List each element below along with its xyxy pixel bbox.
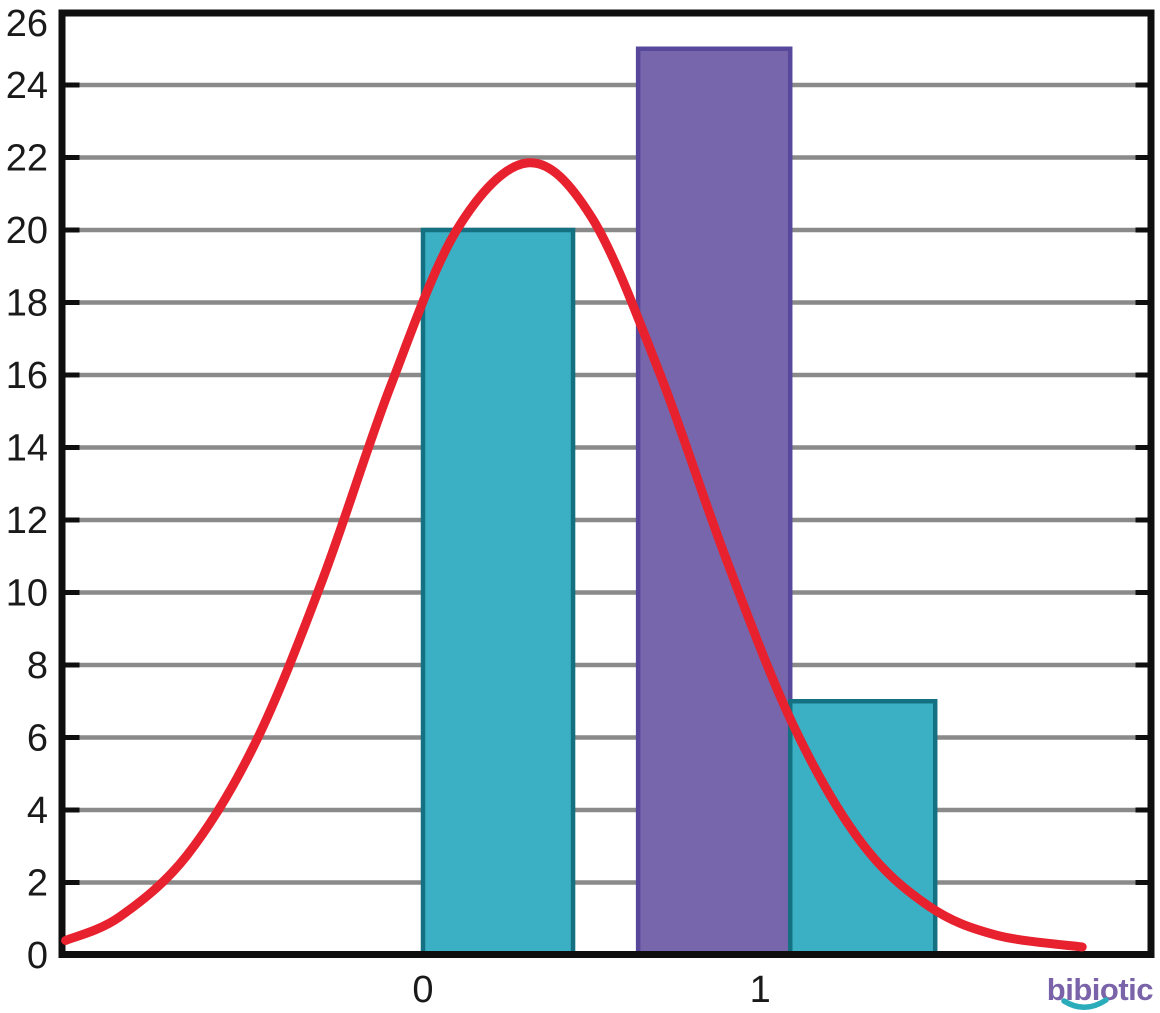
bell-curve xyxy=(61,158,1087,952)
logo: bibiotic xyxy=(1047,972,1154,1010)
y-tick-label-4: 4 xyxy=(27,790,48,832)
y-tick-label-10: 10 xyxy=(6,573,48,615)
y-tick-label-16: 16 xyxy=(6,355,48,397)
purple-bar xyxy=(635,46,793,958)
teal-bar-0 xyxy=(420,227,576,958)
y-tick-label-14: 14 xyxy=(6,428,48,470)
y-tick-label-18: 18 xyxy=(6,283,48,325)
y-tick-label-20: 20 xyxy=(6,210,48,252)
y-tick-label-2: 2 xyxy=(27,863,48,905)
y-tick-label-26: 26 xyxy=(6,3,48,45)
teal-bar-1 xyxy=(787,699,938,958)
plot-border xyxy=(58,9,1155,958)
y-tick-label-24: 24 xyxy=(6,65,48,107)
y-tick-label-8: 8 xyxy=(27,645,48,687)
x-tick-label-1: 1 xyxy=(750,969,771,1011)
y-tick-label-0: 0 xyxy=(27,935,48,977)
y-tick-label-22: 22 xyxy=(6,138,48,180)
logo-smile-icon xyxy=(1061,997,1109,1010)
y-tick-label-6: 6 xyxy=(27,718,48,760)
x-tick-label-0: 0 xyxy=(412,969,433,1011)
y-tick-label-12: 12 xyxy=(6,500,48,542)
